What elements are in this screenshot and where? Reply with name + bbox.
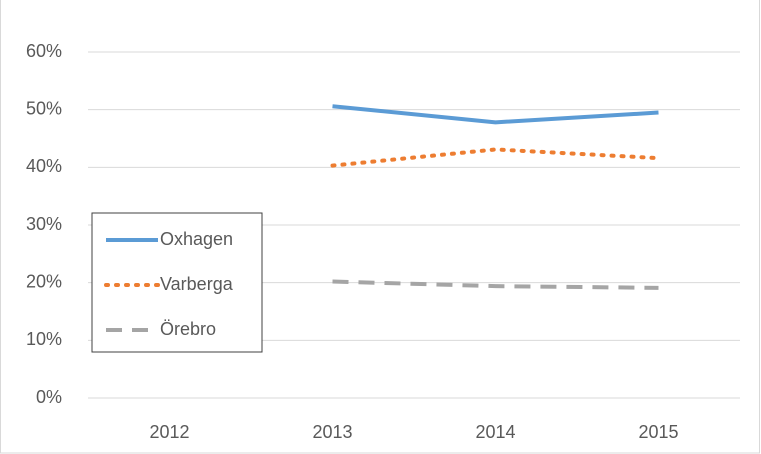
x-tick-label: 2014 xyxy=(475,422,515,442)
y-tick-label: 10% xyxy=(26,329,62,349)
y-tick-label: 30% xyxy=(26,214,62,234)
series-line xyxy=(330,147,661,168)
y-tick-label: 40% xyxy=(26,156,62,176)
y-tick-label: 50% xyxy=(26,98,62,118)
legend-label: Oxhagen xyxy=(160,229,233,249)
series-line xyxy=(332,104,659,125)
y-tick-label: 60% xyxy=(26,41,62,61)
x-tick-label: 2012 xyxy=(149,422,189,442)
x-tick-label: 2013 xyxy=(312,422,352,442)
legend-label: Varberga xyxy=(160,274,234,294)
y-tick-label: 20% xyxy=(26,271,62,291)
y-tick-label: 0% xyxy=(36,387,62,407)
legend-label: Örebro xyxy=(160,319,216,339)
x-tick-label: 2015 xyxy=(638,422,678,442)
series-line xyxy=(332,279,659,290)
